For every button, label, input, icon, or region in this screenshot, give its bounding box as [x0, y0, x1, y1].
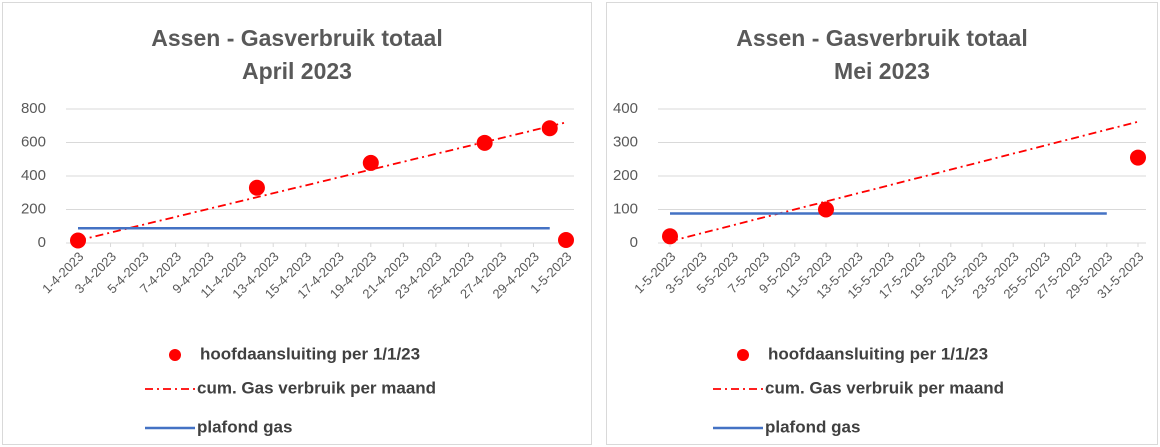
series-line — [669, 120, 1139, 243]
legend-label: hoofdaansluiting per 1/1/23 — [768, 344, 988, 363]
chart-title: Assen - Gasverbruik totaal — [151, 25, 442, 51]
scatter-point — [558, 231, 574, 248]
chart-panel: Assen - Gasverbruik totaal April 2023 0 200… — [2, 2, 592, 445]
legend-label: hoofdaansluiting per 1/1/23 — [200, 344, 420, 363]
y-tick-label: 100 — [613, 200, 638, 217]
scatter-point — [476, 134, 493, 151]
scatter-point — [818, 201, 834, 218]
legend-label: plafond gas — [765, 417, 860, 436]
panel-border — [2, 2, 592, 445]
y-tick-label: 400 — [613, 100, 638, 117]
y-tick-label: 600 — [21, 133, 46, 150]
scatter-point — [1130, 149, 1146, 166]
y-tick-label: 800 — [21, 100, 46, 117]
y-tick-label: 200 — [613, 167, 638, 184]
chart-subtitle: April 2023 — [242, 58, 352, 84]
y-tick-label: 0 — [630, 234, 638, 251]
chart-subtitle: Mei 2023 — [834, 58, 930, 84]
legend-label: cum. Gas verbruik per maand — [765, 378, 1004, 397]
panel-border — [606, 2, 1158, 445]
y-tick-label: 0 — [38, 234, 46, 251]
scatter-point — [662, 228, 678, 245]
scatter-point — [248, 179, 265, 196]
y-tick-label: 300 — [613, 133, 638, 150]
chart-title: Assen - Gasverbruik totaal — [736, 25, 1027, 51]
legend-label: plafond gas — [197, 417, 292, 436]
scatter-point — [362, 154, 379, 171]
scatter-point — [541, 120, 558, 137]
legend-marker — [169, 349, 181, 361]
scatter-point — [70, 232, 86, 249]
y-tick-label: 200 — [21, 200, 46, 217]
y-tick-label: 400 — [21, 167, 46, 184]
legend-marker — [737, 349, 749, 361]
legend-label: cum. Gas verbruik per maand — [197, 378, 436, 397]
chart-panel: Assen - Gasverbruik totaal Mei 2023 0 100 20… — [606, 2, 1158, 445]
